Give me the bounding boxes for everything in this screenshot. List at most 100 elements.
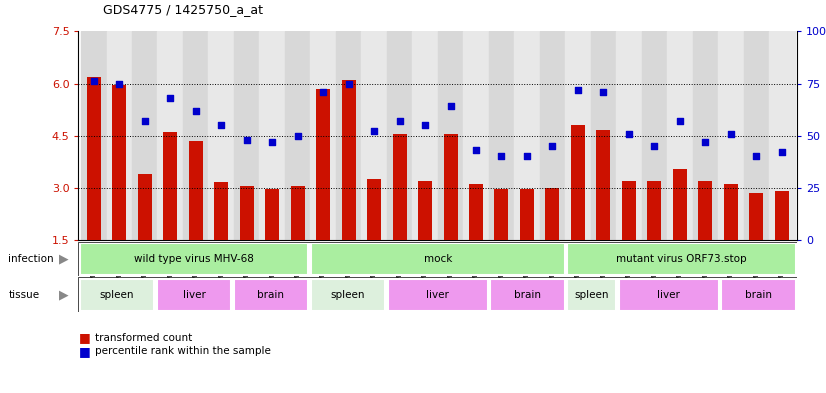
Bar (367, 179, 381, 240)
Bar (622, 181, 636, 240)
Point (546, 143, 559, 149)
Point (240, 137, 254, 143)
Bar (240, 186, 254, 240)
Bar (158, 31, 183, 240)
Bar (80, 243, 308, 275)
Text: liver: liver (657, 290, 680, 300)
Point (291, 132, 304, 139)
Bar (214, 182, 228, 240)
Bar (164, 132, 178, 240)
Text: GDS4775 / 1425750_a_at: GDS4775 / 1425750_a_at (103, 3, 263, 16)
Bar (749, 193, 763, 240)
Bar (571, 125, 585, 240)
Bar (591, 31, 616, 240)
Point (469, 147, 482, 153)
Bar (259, 31, 285, 240)
Bar (285, 31, 311, 240)
Bar (769, 31, 795, 240)
Point (393, 118, 406, 124)
Bar (316, 89, 330, 240)
Point (164, 95, 177, 101)
Bar (743, 31, 769, 240)
Point (597, 89, 610, 95)
Bar (336, 31, 361, 240)
Bar (565, 31, 591, 240)
Bar (515, 31, 539, 240)
Bar (208, 31, 234, 240)
Bar (648, 181, 662, 240)
Bar (183, 31, 208, 240)
Bar (545, 187, 559, 240)
Point (138, 118, 151, 124)
Bar (520, 189, 534, 240)
Point (189, 107, 202, 114)
Bar (567, 243, 795, 275)
Point (724, 130, 738, 137)
Point (495, 153, 508, 160)
Text: ■: ■ (78, 345, 90, 358)
Bar (132, 31, 158, 240)
Bar (567, 279, 616, 310)
Text: mutant virus ORF73.stop: mutant virus ORF73.stop (616, 254, 747, 264)
Text: percentile rank within the sample: percentile rank within the sample (95, 346, 271, 356)
Bar (721, 279, 795, 310)
Bar (87, 77, 101, 240)
Text: liver: liver (426, 290, 449, 300)
Text: spleen: spleen (330, 290, 365, 300)
Bar (81, 31, 107, 240)
Bar (469, 184, 483, 240)
Bar (619, 279, 719, 310)
Bar (596, 130, 610, 240)
Point (265, 139, 278, 145)
Bar (775, 191, 789, 240)
Bar (387, 31, 412, 240)
Text: infection: infection (8, 254, 54, 264)
Bar (418, 181, 432, 240)
Text: wild type virus MHV-68: wild type virus MHV-68 (134, 254, 254, 264)
Point (699, 139, 712, 145)
Bar (539, 31, 565, 240)
Bar (107, 31, 132, 240)
Bar (412, 31, 438, 240)
Point (215, 122, 228, 128)
Text: transformed count: transformed count (95, 332, 192, 343)
Bar (138, 174, 152, 240)
Bar (693, 31, 718, 240)
Point (622, 130, 635, 137)
Bar (698, 181, 712, 240)
Text: ▶: ▶ (59, 252, 69, 266)
Point (520, 153, 534, 160)
Bar (616, 31, 642, 240)
Text: ▶: ▶ (59, 288, 69, 301)
Point (419, 122, 432, 128)
Point (444, 103, 457, 110)
Bar (495, 189, 509, 240)
Bar (265, 189, 279, 240)
Text: liver: liver (183, 290, 206, 300)
Point (112, 80, 126, 86)
Point (368, 128, 381, 134)
Bar (667, 31, 693, 240)
Bar (489, 31, 515, 240)
Bar (491, 279, 565, 310)
Bar (112, 85, 126, 240)
Bar (718, 31, 743, 240)
Bar (291, 186, 305, 240)
Text: mock: mock (424, 254, 452, 264)
Point (88, 78, 101, 84)
Bar (234, 31, 259, 240)
Text: brain: brain (514, 290, 541, 300)
Point (673, 118, 686, 124)
Point (775, 149, 788, 155)
Bar (387, 279, 488, 310)
Bar (234, 279, 308, 310)
Bar (311, 243, 565, 275)
Point (572, 86, 585, 93)
Text: brain: brain (745, 290, 772, 300)
Text: spleen: spleen (575, 290, 609, 300)
Bar (361, 31, 387, 240)
Text: spleen: spleen (100, 290, 134, 300)
Bar (311, 31, 336, 240)
Bar (188, 141, 202, 240)
Point (316, 89, 330, 95)
